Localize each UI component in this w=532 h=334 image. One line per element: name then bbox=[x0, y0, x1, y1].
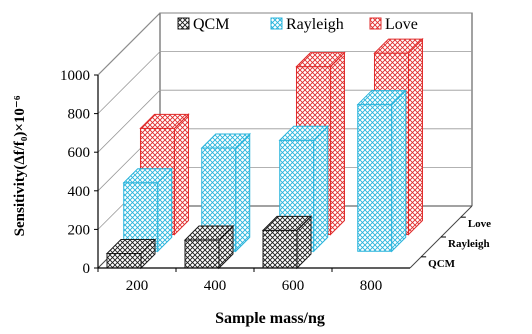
legend: QCM Rayleigh Love bbox=[177, 16, 418, 33]
bar-qcm-400 bbox=[183, 224, 235, 270]
x-tick-label: 200 bbox=[126, 278, 149, 294]
legend-swatch bbox=[270, 17, 283, 30]
bar-rayleigh-200 bbox=[122, 167, 173, 253]
depth-label: Love bbox=[468, 218, 491, 230]
bar-side-face bbox=[235, 132, 251, 253]
bar-top-face bbox=[183, 225, 235, 241]
legend-label: Love bbox=[385, 16, 418, 33]
bar-side-face bbox=[173, 113, 189, 236]
legend-swatch bbox=[177, 17, 190, 30]
x-axis-label: Sample mass/ng bbox=[215, 310, 325, 327]
bar-top-face bbox=[122, 168, 173, 184]
x-tick-label: 800 bbox=[360, 278, 383, 294]
legend-label: Rayleigh bbox=[286, 16, 344, 33]
legend-item-love: Love bbox=[369, 16, 418, 33]
legend-item-rayleigh: Rayleigh bbox=[270, 16, 344, 33]
bar-front-face bbox=[262, 229, 298, 269]
bars-group bbox=[105, 37, 424, 270]
y-tick-label: 1000 bbox=[60, 68, 90, 84]
bar-top-face bbox=[139, 113, 190, 129]
legend-label: QCM bbox=[193, 16, 229, 33]
bar-qcm-200 bbox=[105, 238, 157, 270]
y-tick-label: 400 bbox=[68, 184, 91, 200]
bar-top-face bbox=[373, 38, 424, 54]
y-axis-label: Sensitivity(Δf/f₀)×10⁻⁶ bbox=[12, 95, 28, 236]
bar-top-face bbox=[356, 90, 407, 106]
y-tick-label: 800 bbox=[68, 107, 91, 123]
bar-side-face bbox=[313, 125, 329, 253]
gridline-side bbox=[97, 12, 161, 76]
bar-qcm-600 bbox=[261, 215, 313, 270]
bar-front-face bbox=[357, 104, 393, 252]
bar-side-face bbox=[391, 89, 407, 253]
bar-side-face bbox=[329, 51, 345, 236]
axes-group: 0 200 400 600 800 1000 200 400 600 800 QCM Rayleigh… bbox=[60, 68, 491, 294]
depth-label: QCM bbox=[428, 258, 456, 270]
bar-front-face bbox=[184, 239, 220, 269]
bar-top-face bbox=[295, 52, 346, 68]
depth-label: Rayleigh bbox=[448, 238, 490, 250]
x-tick-label: 400 bbox=[204, 278, 227, 294]
bar-side-face bbox=[407, 37, 423, 236]
x-tick-label: 600 bbox=[282, 278, 305, 294]
bar-top-face bbox=[200, 133, 251, 149]
gridline-side bbox=[97, 89, 161, 153]
legend-item-qcm: QCM bbox=[177, 16, 229, 33]
bar-front-face bbox=[106, 253, 142, 269]
gridline-side bbox=[97, 51, 161, 114]
bar-top-face bbox=[105, 239, 157, 255]
y-tick-label: 0 bbox=[83, 261, 91, 277]
y-tick-label: 200 bbox=[68, 222, 91, 238]
bar-top-face bbox=[278, 125, 329, 141]
y-tick-label: 600 bbox=[68, 145, 91, 161]
legend-swatch bbox=[369, 17, 382, 30]
bar-top-face bbox=[261, 215, 313, 231]
bar-rayleigh-800 bbox=[356, 89, 407, 253]
